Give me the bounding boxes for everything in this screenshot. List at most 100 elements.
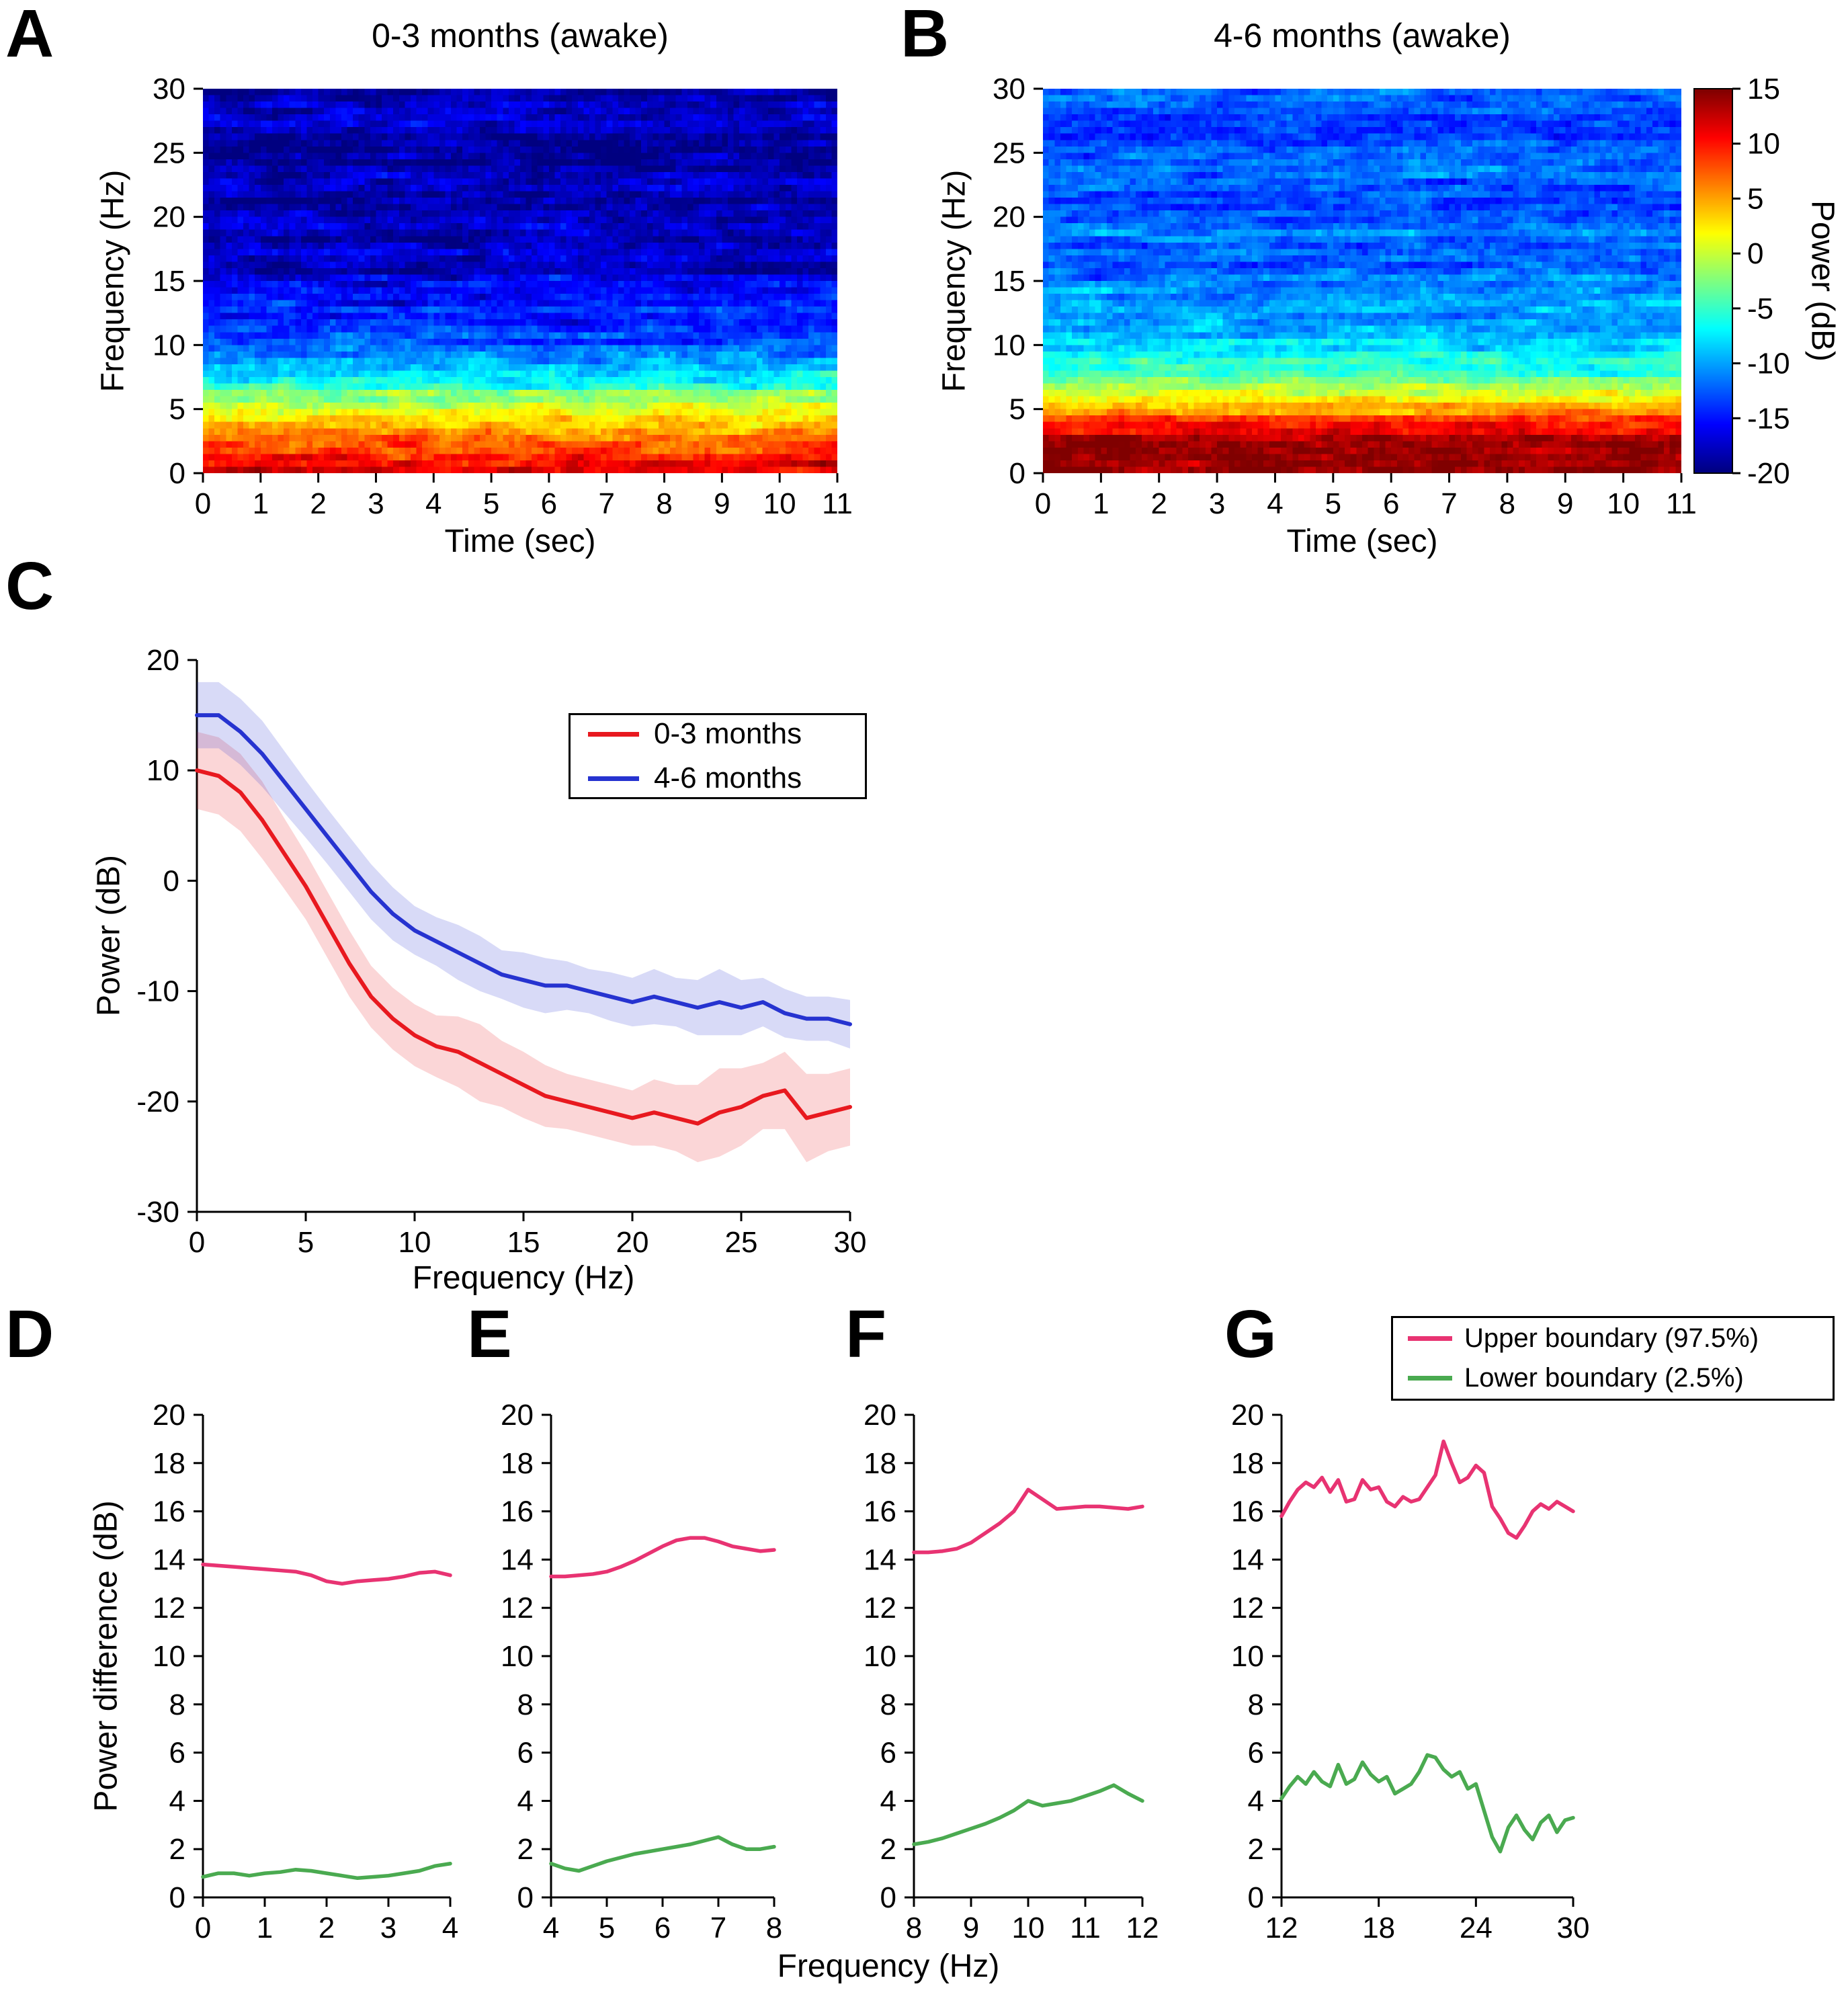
x-tick-label: 2 — [1150, 487, 1167, 520]
y-tick-label: -20 — [136, 1085, 179, 1118]
y-tick-label: 18 — [864, 1447, 896, 1480]
panel-c-letter: C — [5, 548, 54, 624]
y-tick-label: 4 — [1248, 1784, 1264, 1817]
y-tick-label: 4 — [169, 1784, 185, 1817]
y-tick-label: 14 — [501, 1543, 534, 1576]
x-tick-label: 25 — [725, 1226, 758, 1259]
y-tick-label: 30 — [153, 73, 185, 106]
y-tick-label: 20 — [1231, 1399, 1264, 1432]
y-tick-label: 18 — [1231, 1447, 1264, 1480]
y-tick-label: 10 — [501, 1640, 534, 1673]
y-tick-label: 4 — [880, 1784, 896, 1817]
y-tick-label: 10 — [1231, 1640, 1264, 1673]
panel-g-letter: G — [1224, 1297, 1277, 1372]
y-tick-label: 2 — [517, 1833, 534, 1866]
y-tick-label: 0 — [880, 1881, 896, 1914]
y-tick-label: 0 — [163, 864, 179, 897]
y-tick-label: 12 — [501, 1592, 534, 1625]
x-tick-label: 15 — [507, 1226, 540, 1259]
y-tick-label: 2 — [880, 1833, 896, 1866]
red-line-swatch — [588, 731, 639, 737]
x-tick-label: 6 — [1383, 487, 1399, 520]
colorbar-tick-label: -15 — [1747, 402, 1790, 435]
y-tick-label: 25 — [993, 136, 1025, 169]
series-line — [912, 1487, 1144, 1555]
x-tick-label: 3 — [380, 1912, 396, 1944]
panel-a-letter: A — [5, 0, 54, 71]
colorbar-tick-label: 10 — [1747, 128, 1780, 161]
panel-f-letter: F — [845, 1297, 887, 1372]
x-tick-label: 4 — [425, 487, 442, 520]
x-tick-label: 5 — [483, 487, 499, 520]
y-tick-label: 0 — [1009, 457, 1025, 490]
y-tick-label: 16 — [864, 1495, 896, 1528]
green-line-swatch — [1408, 1376, 1452, 1381]
y-tick-label: 2 — [169, 1833, 185, 1866]
x-tick-label: 3 — [368, 487, 384, 520]
spectrogram-a-heatmap — [203, 89, 837, 473]
y-tick-label: 20 — [153, 201, 185, 234]
x-tick-label: 7 — [1441, 487, 1457, 520]
x-tick-label: 4 — [543, 1912, 559, 1944]
series-line — [549, 1835, 776, 1873]
y-tick-label: 2 — [1248, 1833, 1264, 1866]
y-tick-label: 16 — [501, 1495, 534, 1528]
series-line — [195, 713, 852, 1026]
y-tick-label: 18 — [501, 1447, 534, 1480]
y-tick-label: 8 — [880, 1688, 896, 1721]
y-tick-label: 6 — [1248, 1737, 1264, 1770]
y-tick-label: 0 — [169, 457, 185, 490]
y-tick-label: 12 — [864, 1592, 896, 1625]
y-tick-label: 20 — [146, 644, 179, 677]
x-tick-label: 4 — [1267, 487, 1283, 520]
series-line — [201, 1861, 452, 1881]
legend-row: Lower boundary (2.5%) — [1408, 1363, 1818, 1393]
y-tick-label: 12 — [1231, 1592, 1264, 1625]
x-tick-label: 12 — [1265, 1912, 1298, 1944]
x-tick-label: 30 — [834, 1226, 867, 1259]
x-tick-label: 1 — [257, 1912, 273, 1944]
colorbar-tick-label: 0 — [1747, 237, 1763, 270]
series-line — [1279, 1753, 1575, 1854]
x-tick-label: 5 — [1325, 487, 1341, 520]
x-tick-label: 10 — [763, 487, 796, 520]
panel-d-letter: D — [5, 1297, 54, 1372]
legend-row: 4-6 months — [588, 762, 847, 795]
panel-b-letter: B — [900, 0, 950, 71]
series-line — [201, 1562, 452, 1586]
y-tick-label: 16 — [153, 1495, 185, 1528]
series-line — [195, 768, 852, 1126]
legend-boundaries: Upper boundary (97.5%) Lower boundary (2… — [1391, 1316, 1835, 1401]
panel-e-letter: E — [467, 1297, 512, 1372]
y-tick-label: 25 — [153, 136, 185, 169]
y-tick-label: 8 — [1248, 1688, 1264, 1721]
series-line — [1279, 1439, 1575, 1540]
y-tick-label: 14 — [153, 1543, 185, 1576]
y-tick-label: 0 — [517, 1881, 534, 1914]
x-tick-label: 24 — [1460, 1912, 1493, 1944]
colorbar-gradient — [1694, 89, 1732, 473]
y-tick-label: 6 — [517, 1737, 534, 1770]
blue-line-swatch — [588, 776, 639, 781]
x-tick-label: 8 — [766, 1912, 782, 1944]
x-tick-label: 11 — [822, 487, 853, 520]
colorbar-tick-label: 15 — [1747, 73, 1780, 106]
colorbar-tick-label: -20 — [1747, 457, 1790, 490]
spectrogram-b-heatmap — [1043, 89, 1681, 473]
x-tick-label: 18 — [1362, 1912, 1395, 1944]
x-tick-label: 0 — [195, 1912, 211, 1944]
y-tick-label: 20 — [501, 1399, 534, 1432]
x-tick-label: 9 — [963, 1912, 979, 1944]
y-tick-label: 14 — [1231, 1543, 1264, 1576]
legend-label-lower-boundary: Lower boundary (2.5%) — [1464, 1363, 1744, 1393]
y-tick-label: -30 — [136, 1196, 179, 1229]
x-tick-label: 2 — [310, 487, 326, 520]
x-tick-label: 11 — [1666, 487, 1697, 520]
x-tick-label: 1 — [253, 487, 269, 520]
y-tick-label: -10 — [136, 975, 179, 1008]
x-tick-label: 8 — [1499, 487, 1515, 520]
y-tick-label: 6 — [169, 1737, 185, 1770]
series-line — [912, 1783, 1144, 1846]
